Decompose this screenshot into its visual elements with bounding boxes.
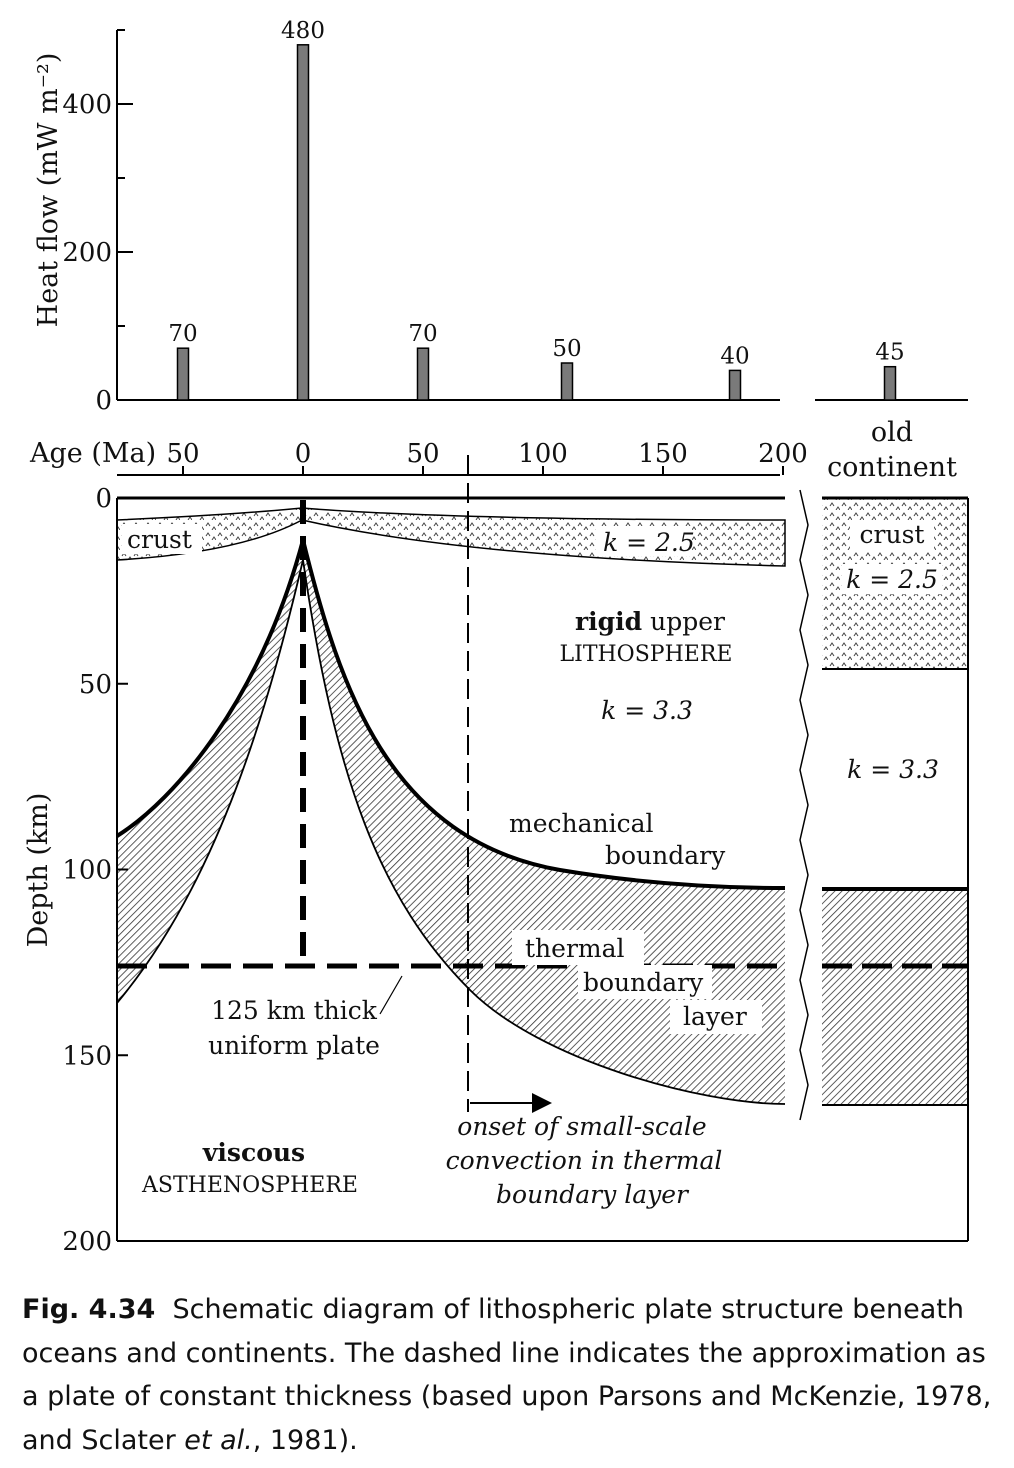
layer-label: layer xyxy=(683,1002,747,1031)
continent-crust-label: crust xyxy=(860,520,925,549)
age-axis: Age (Ma) 50 0 50 100 150 200 old continent xyxy=(29,417,957,483)
age-axis-label: Age (Ma) xyxy=(29,438,156,469)
figure-number: Fig. 4.34 xyxy=(22,1294,156,1325)
depth-tick-label: 200 xyxy=(62,1227,112,1257)
rigid-rest-text: upper xyxy=(650,607,725,636)
heat-flow-axis-label: Heat flow (mW m⁻²) xyxy=(33,53,64,328)
rigid-space xyxy=(642,607,650,636)
rigid-label: rigid upper xyxy=(575,607,725,636)
depth-tick-label: 150 xyxy=(62,1041,112,1071)
x-tick-label: 100 xyxy=(518,439,568,469)
old-continent-label-2: continent xyxy=(827,452,957,483)
x-tick-label: 200 xyxy=(758,439,808,469)
onset-label-1: onset of small-scale xyxy=(457,1112,706,1141)
bar-value-label: 70 xyxy=(168,321,197,347)
plate-label-2: uniform plate xyxy=(208,1031,380,1060)
depth-tick-label: 100 xyxy=(62,856,112,886)
bar-value-label: 480 xyxy=(281,18,325,44)
asthenosphere-label: ASTHENOSPHERE xyxy=(141,1173,358,1198)
y-tick-label: 200 xyxy=(62,238,112,268)
heat-flow-bar xyxy=(296,44,310,401)
heat-flow-bar xyxy=(560,362,574,401)
bar-value-label: 50 xyxy=(552,336,581,362)
bar-value-label: 40 xyxy=(720,343,749,369)
bar-value-label: 45 xyxy=(875,340,904,366)
boundary-label: boundary xyxy=(605,841,726,870)
depth-tick-label: 50 xyxy=(79,670,112,700)
oceanic-section: 0 50 100 150 200 Depth (km) crust k = 2.5 ri… xyxy=(23,455,968,1257)
continent-k-crust-label: k = 2.5 xyxy=(846,565,938,594)
thermal-boundary-label: boundary xyxy=(583,968,704,997)
mechanical-label: mechanical xyxy=(509,809,654,838)
depth-axis-label: Depth (km) xyxy=(23,793,54,948)
k-mantle-label: k = 3.3 xyxy=(601,696,693,725)
caption-etal: et al. xyxy=(184,1424,253,1456)
continent-k-mantle-label: k = 3.3 xyxy=(847,755,939,784)
x-tick-label: 0 xyxy=(295,439,312,469)
k-crust-label: k = 2.5 xyxy=(603,528,695,557)
heat-flow-bar xyxy=(416,347,430,401)
heat-flow-chart: 0 200 400 Heat flow (mW m⁻²) 70 480 70 50 40 45 xyxy=(33,18,968,416)
heat-flow-bar xyxy=(176,347,190,401)
rigid-bold-text: rigid xyxy=(575,607,642,636)
continent-thermal-block xyxy=(822,889,968,1105)
continent-section: crust k = 2.5 k = 3.3 xyxy=(822,496,969,1241)
thermal-label: thermal xyxy=(525,934,625,963)
section-break-wave xyxy=(799,489,809,1121)
x-tick-label: 50 xyxy=(406,439,439,469)
mechanical-boundary-line xyxy=(115,539,786,890)
heat-flow-bar xyxy=(728,369,742,401)
heat-flow-bar xyxy=(883,365,897,401)
onset-label-2: convection in thermal xyxy=(446,1146,723,1175)
y-tick-label: 0 xyxy=(95,386,112,416)
x-tick-label: 150 xyxy=(638,439,688,469)
thermal-boundary-base-line xyxy=(116,559,786,1105)
onset-label-3: boundary layer xyxy=(496,1180,690,1209)
plate-label-pointer xyxy=(379,975,403,1015)
plate-label-1: 125 km thick xyxy=(211,996,378,1025)
bar-value-label: 70 xyxy=(408,321,437,347)
caption-end: , 1981). xyxy=(252,1424,358,1456)
lithosphere-label: LITHOSPHERE xyxy=(560,642,733,667)
viscous-label: viscous xyxy=(202,1138,305,1167)
y-tick-label: 400 xyxy=(62,90,112,120)
depth-tick-label: 0 xyxy=(95,484,112,514)
x-tick-label: 50 xyxy=(166,439,199,469)
crust-label: crust xyxy=(127,525,192,554)
old-continent-label-1: old xyxy=(871,417,913,448)
caption-text: Schematic diagram of lithospheric plate … xyxy=(22,1294,992,1456)
figure-caption: Fig. 4.34 Schematic diagram of lithosphe… xyxy=(22,1288,997,1462)
